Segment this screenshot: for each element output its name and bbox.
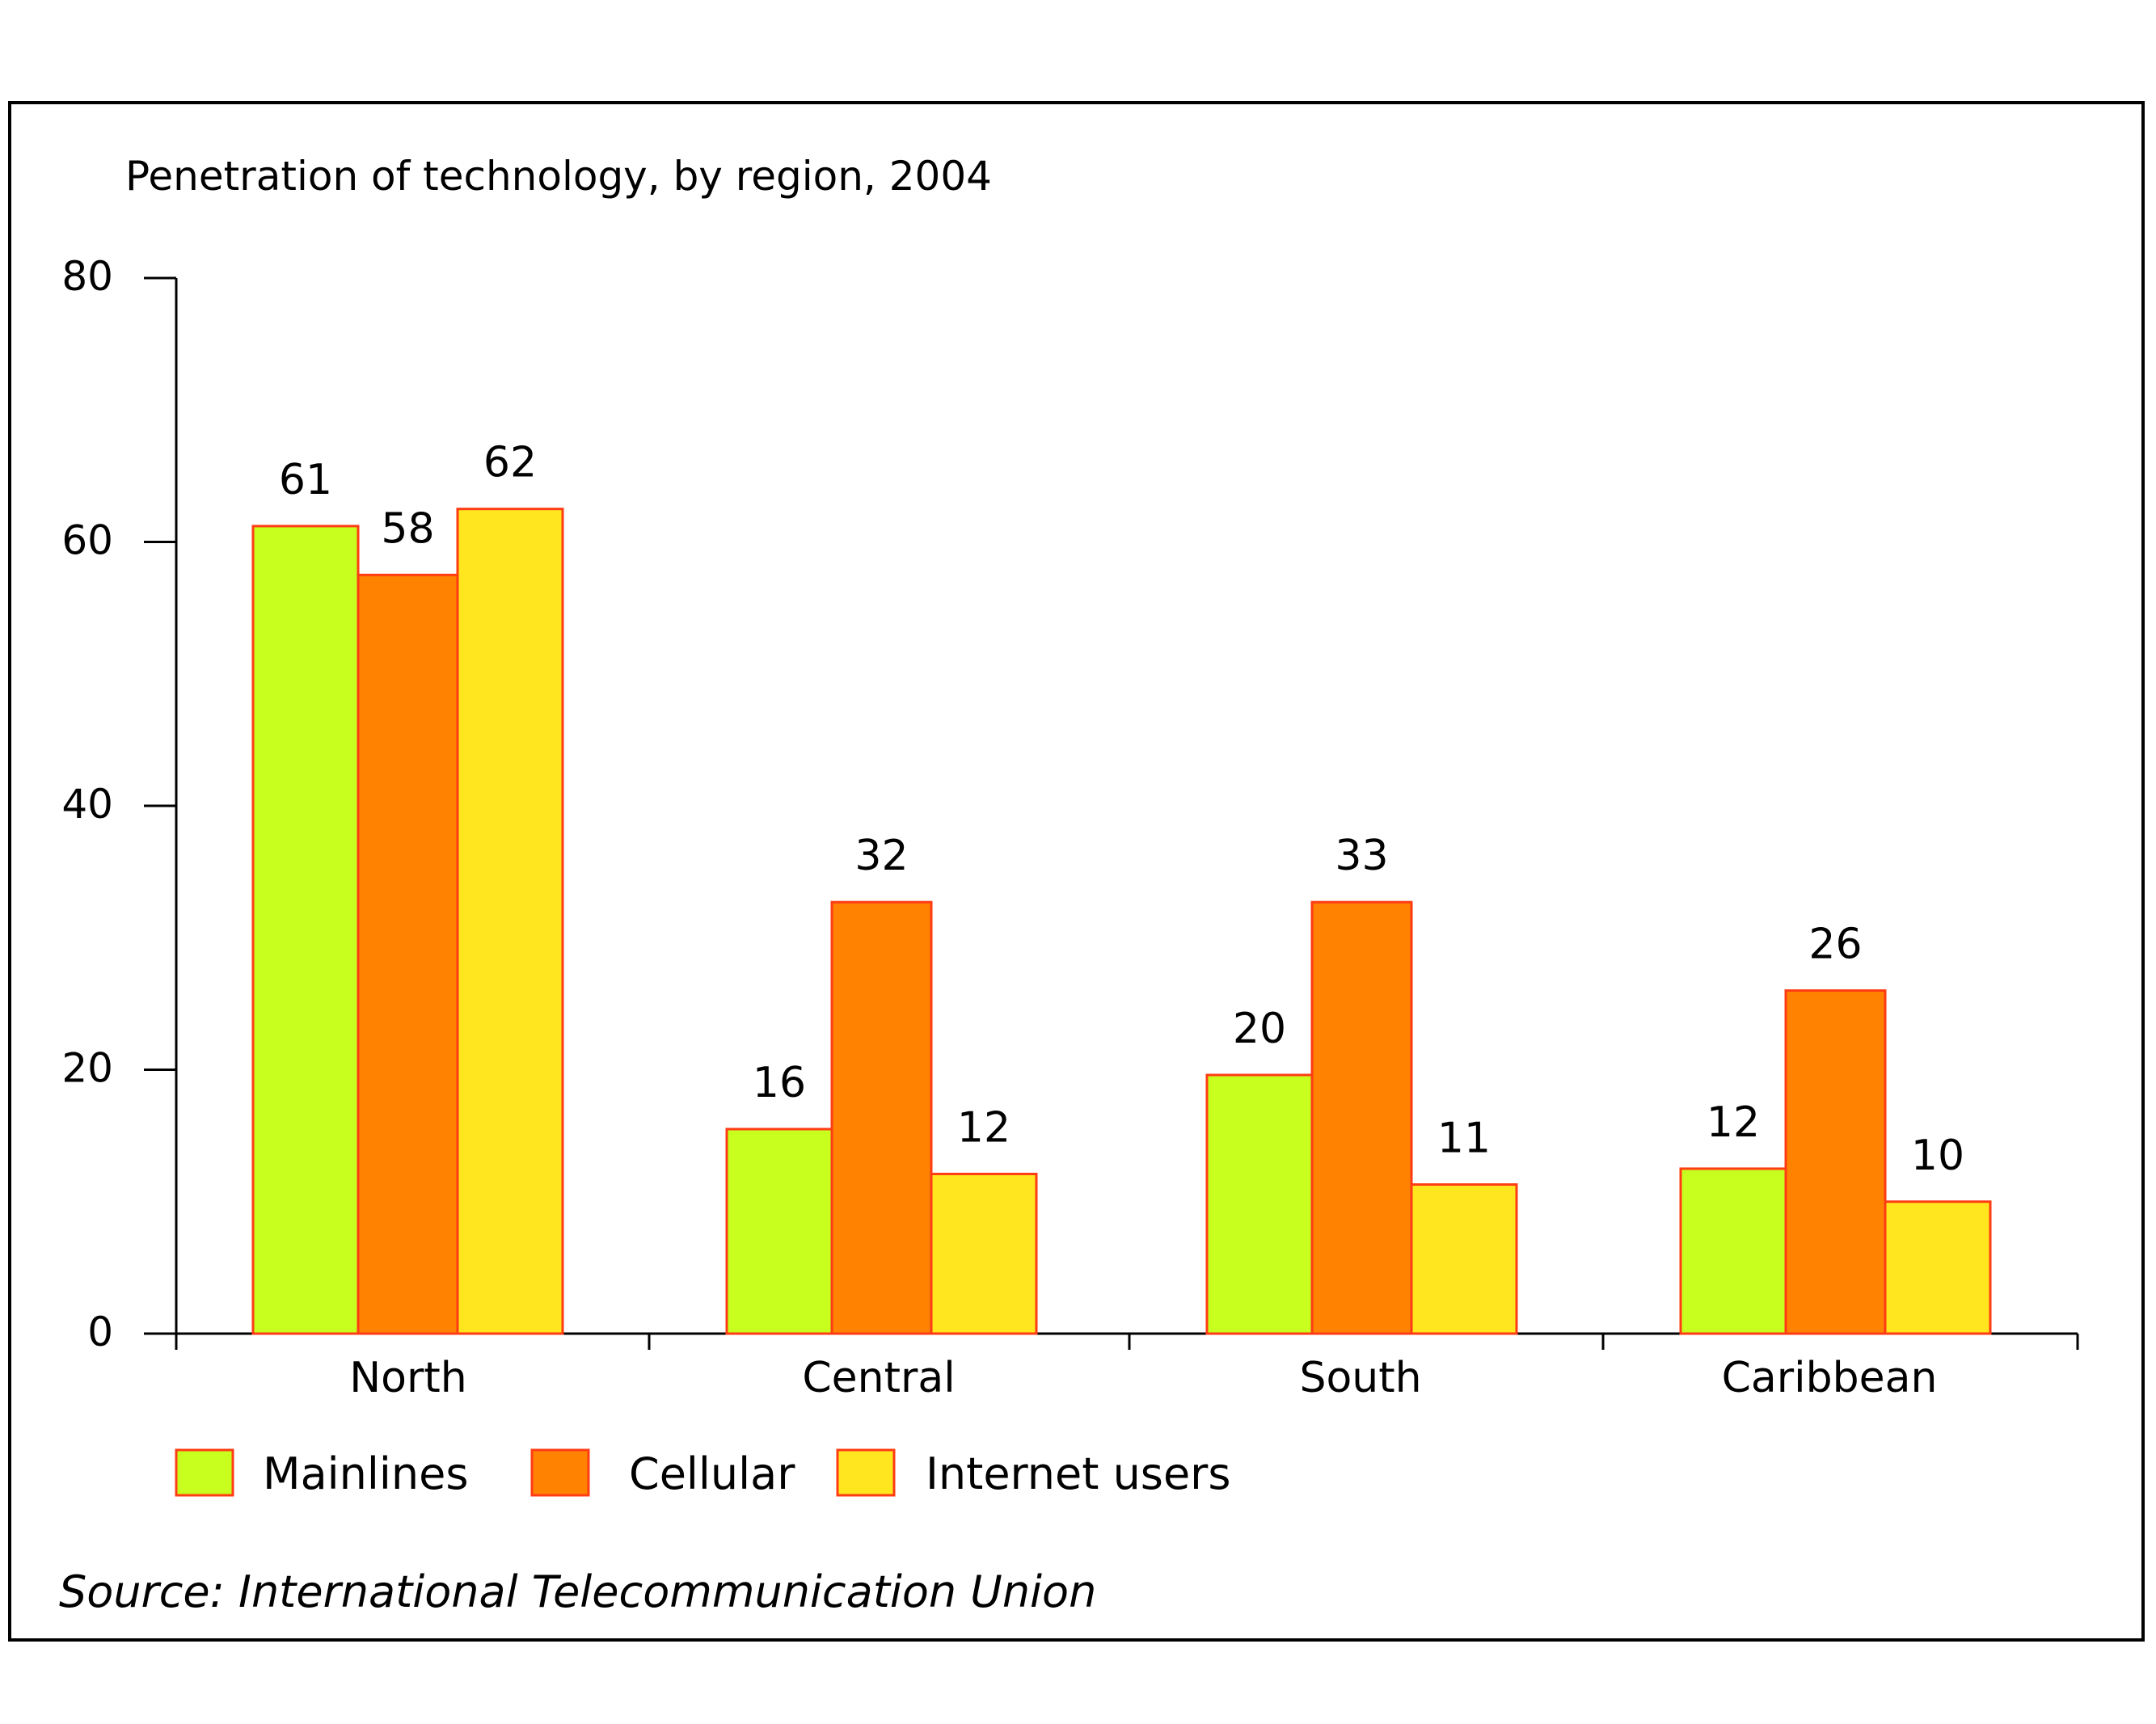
data-label: 62 — [483, 439, 537, 487]
x-tick-label: Caribbean — [1722, 1354, 1938, 1402]
y-tick-label: 80 — [61, 253, 113, 300]
axes: 0 20 40 60 80 North Central South Caribbean — [61, 253, 2079, 1402]
bar-internet-users — [1410, 1183, 1518, 1335]
legend-swatch — [175, 1448, 234, 1497]
data-label: 26 — [1808, 921, 1862, 969]
x-tick-label: South — [1299, 1354, 1421, 1402]
data-label: 33 — [1335, 832, 1388, 880]
data-label: 12 — [957, 1103, 1010, 1152]
bar-mainlines — [251, 525, 360, 1335]
data-label: 61 — [279, 456, 332, 504]
source-note: Source: International Telecommunication … — [59, 1566, 1096, 1617]
data-label: 58 — [381, 504, 434, 553]
bar-mainlines — [1205, 1073, 1314, 1335]
x-tick-label: North — [349, 1354, 466, 1402]
bar-cellular — [1310, 900, 1413, 1335]
bar-mainlines — [725, 1128, 833, 1335]
data-label: 10 — [1911, 1132, 1964, 1180]
bar-cellular — [357, 573, 459, 1335]
y-tick-label: 40 — [61, 781, 113, 828]
bar-internet-users — [930, 1172, 1038, 1335]
legend-label: Cellular — [629, 1448, 795, 1499]
data-label: 12 — [1707, 1098, 1760, 1147]
legend-label: Internet users — [926, 1448, 1231, 1499]
y-tick-label: 0 — [87, 1309, 113, 1355]
legend-label: Mainlines — [263, 1448, 469, 1499]
chart-frame — [8, 101, 2145, 1642]
data-label: 16 — [753, 1059, 806, 1107]
chart-title: Penetration of technology, by region, 20… — [125, 153, 992, 200]
data-label: 32 — [854, 832, 908, 880]
x-tick-label: Central — [802, 1354, 955, 1402]
bar-cellular — [830, 900, 933, 1335]
bars — [251, 508, 1992, 1335]
legend: Mainlines Cellular Internet users — [175, 1448, 1231, 1499]
bar-cellular — [1784, 989, 1887, 1335]
bar-mainlines — [1679, 1167, 1787, 1335]
bar-internet-users — [1884, 1200, 1992, 1335]
data-label: 20 — [1233, 1005, 1286, 1053]
data-labels: 61 58 62 16 32 12 20 33 11 12 26 10 — [279, 439, 1964, 1180]
data-label: 11 — [1437, 1115, 1491, 1163]
y-tick-label: 60 — [61, 517, 113, 564]
legend-swatch — [530, 1448, 590, 1497]
bar-internet-users — [456, 508, 564, 1335]
legend-swatch — [836, 1448, 896, 1497]
y-tick-label: 20 — [61, 1045, 113, 1092]
